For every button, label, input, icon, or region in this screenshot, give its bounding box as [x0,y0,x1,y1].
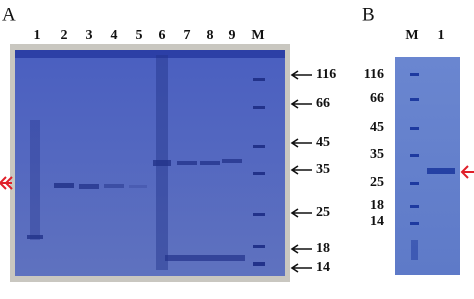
panel-label: B [362,4,375,25]
gel-a [15,50,285,276]
lane-label: 2 [61,28,68,43]
lane-label: 1 [438,28,445,43]
lane-label: 6 [159,28,166,43]
marker-label: 66 [316,96,330,111]
bands-b [410,73,455,260]
panel-label: A [2,4,16,25]
target-arrow [0,176,13,190]
marker-label: 45 [316,135,330,150]
marker-label: 45 [370,120,384,135]
lane-label: 7 [184,28,191,43]
marker-arrows-a [290,70,312,273]
marker-label: 66 [370,91,384,106]
marker-label: 35 [370,147,384,162]
marker-labels-a: 116 66 45 35 25 18 14 [316,67,336,275]
lane-label: M [405,28,418,43]
well-line [15,50,285,58]
lane-label: 8 [207,28,214,43]
lane-label: 9 [229,28,236,43]
gel-b [395,57,460,275]
lane-label: 3 [86,28,93,43]
marker-label: 116 [316,67,336,82]
lane-label: 1 [34,28,41,43]
marker-label: 14 [370,214,384,229]
marker-labels-b: 116 66 45 35 25 18 14 [364,67,384,229]
marker-label: 18 [316,241,330,256]
marker-label: 35 [316,162,330,177]
target-arrow [460,165,474,179]
bands-a [27,55,265,270]
marker-label: 116 [364,67,384,82]
marker-label: 14 [316,260,330,275]
marker-label: 25 [316,205,330,220]
marker-label: 25 [370,175,384,190]
lane-label: 4 [111,28,118,43]
marker-label: 18 [370,198,384,213]
lane-label: 5 [136,28,143,43]
lane-label: M [251,28,264,43]
lane-labels: 1 2 3 4 5 6 7 8 9 M [34,28,265,43]
